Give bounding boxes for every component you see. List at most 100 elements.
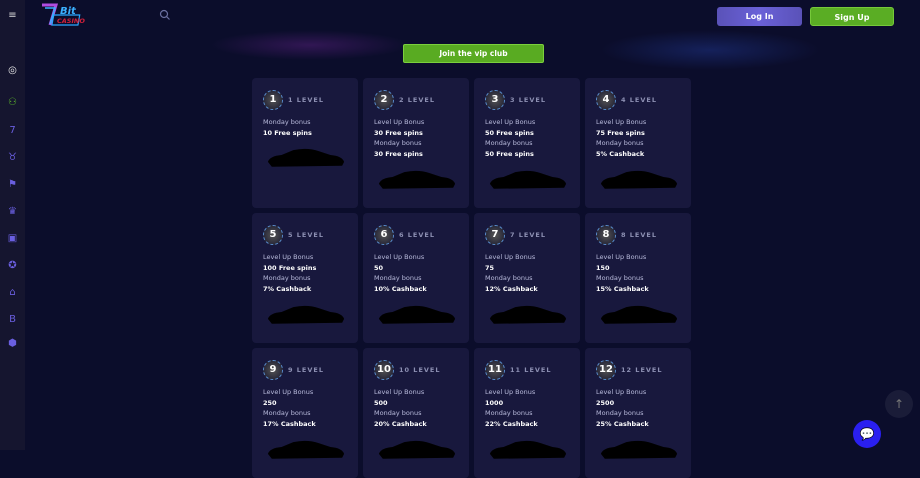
chat-icon: 💬 bbox=[859, 427, 875, 441]
bonus-label: Monday bonus bbox=[374, 274, 422, 282]
user-plus-icon[interactable]: ⚇ bbox=[8, 97, 17, 108]
level-number: 5 bbox=[263, 225, 283, 245]
glow-decoration bbox=[600, 30, 820, 70]
shield-icon[interactable]: ⬢ bbox=[8, 338, 17, 349]
bonus-label: Monday bonus bbox=[596, 139, 644, 147]
user-circle-icon[interactable]: ◎ bbox=[8, 65, 17, 76]
menu-icon[interactable]: ≡ bbox=[8, 10, 17, 21]
bonus-value: 1000 bbox=[485, 398, 504, 407]
level-number: 4 bbox=[596, 90, 616, 110]
login-button[interactable]: Log In bbox=[717, 7, 802, 26]
level-number: 7 bbox=[485, 225, 505, 245]
bonus-value: 75 bbox=[485, 263, 495, 272]
bonus-value: 250 bbox=[263, 398, 277, 407]
bonus-value: 100 Free spins bbox=[263, 263, 317, 272]
vip-level-card: 12 12 LEVEL Level Up Bonus 2500 Monday bonus… bbox=[585, 348, 691, 478]
crown-icon[interactable]: ♛ bbox=[8, 206, 17, 217]
bonus-label: Level Up Bonus bbox=[485, 118, 536, 126]
bonus-label: Level Up Bonus bbox=[596, 253, 647, 261]
cup-icon[interactable]: ♉ bbox=[8, 152, 17, 163]
glow-decoration bbox=[210, 30, 410, 60]
level-title: 5 LEVEL bbox=[288, 231, 324, 239]
logo[interactable]: Bit CASINO bbox=[40, 2, 85, 30]
vip-level-card: 6 6 LEVEL Level Up Bonus 50 Monday bonus 10% … bbox=[363, 213, 469, 343]
robot-icon[interactable]: ▣ bbox=[7, 233, 18, 244]
level-badge: 1 1 LEVEL bbox=[263, 90, 347, 110]
level-number: 1 bbox=[263, 90, 283, 110]
level-title: 2 LEVEL bbox=[399, 96, 435, 104]
level-title: 10 LEVEL bbox=[399, 366, 441, 374]
level-title: 9 LEVEL bbox=[288, 366, 324, 374]
bitcoin-icon[interactable]: B bbox=[9, 314, 16, 325]
house-icon[interactable]: ⌂ bbox=[9, 287, 16, 298]
level-badge: 9 9 LEVEL bbox=[263, 360, 347, 380]
car-silhouette-icon bbox=[489, 305, 567, 324]
bonus-value: 17% Cashback bbox=[263, 419, 316, 428]
level-badge: 5 5 LEVEL bbox=[263, 225, 347, 245]
level-number: 9 bbox=[263, 360, 283, 380]
level-badge: 11 11 LEVEL bbox=[485, 360, 569, 380]
join-vip-button[interactable]: Join the vip club bbox=[403, 44, 544, 63]
level-title: 4 LEVEL bbox=[621, 96, 657, 104]
level-badge: 2 2 LEVEL bbox=[374, 90, 458, 110]
level-title: 7 LEVEL bbox=[510, 231, 546, 239]
vip-level-card: 3 3 LEVEL Level Up Bonus 50 Free spins Monda… bbox=[474, 78, 580, 208]
car-silhouette-icon bbox=[600, 305, 678, 324]
bonus-label: Monday bonus bbox=[485, 409, 533, 417]
bonus-label: Level Up Bonus bbox=[263, 253, 314, 261]
scroll-to-top-button[interactable]: ↑ bbox=[885, 390, 913, 418]
search-icon[interactable] bbox=[159, 9, 171, 21]
level-number: 3 bbox=[485, 90, 505, 110]
vip-level-card: 11 11 LEVEL Level Up Bonus 1000 Monday bonus… bbox=[474, 348, 580, 478]
seven-icon[interactable]: 7 bbox=[9, 125, 16, 136]
bonus-label: Monday bonus bbox=[485, 274, 533, 282]
bonus-value: 15% Cashback bbox=[596, 284, 649, 293]
flag-icon[interactable]: ⚑ bbox=[8, 179, 17, 190]
level-title: 8 LEVEL bbox=[621, 231, 657, 239]
level-number: 2 bbox=[374, 90, 394, 110]
level-badge: 8 8 LEVEL bbox=[596, 225, 680, 245]
bonus-label: Monday bonus bbox=[263, 118, 311, 126]
level-badge: 3 3 LEVEL bbox=[485, 90, 569, 110]
car-silhouette-icon bbox=[378, 305, 456, 324]
car-silhouette-icon bbox=[267, 148, 345, 167]
car-silhouette-icon bbox=[489, 170, 567, 189]
bonus-label: Level Up Bonus bbox=[374, 388, 425, 396]
bonus-value: 5% Cashback bbox=[596, 149, 645, 158]
bonus-value: 22% Cashback bbox=[485, 419, 538, 428]
level-title: 6 LEVEL bbox=[399, 231, 435, 239]
bonus-label: Level Up Bonus bbox=[596, 118, 647, 126]
level-title: 3 LEVEL bbox=[510, 96, 546, 104]
bonus-label: Monday bonus bbox=[485, 139, 533, 147]
level-badge: 6 6 LEVEL bbox=[374, 225, 458, 245]
lifebuoy-icon[interactable]: ✪ bbox=[8, 260, 17, 271]
bonus-value: 30 Free spins bbox=[374, 128, 423, 137]
bonus-value: 50 Free spins bbox=[485, 128, 534, 137]
vip-level-card: 8 8 LEVEL Level Up Bonus 150 Monday bonus 15%… bbox=[585, 213, 691, 343]
bonus-label: Level Up Bonus bbox=[374, 118, 425, 126]
vip-level-card: 1 1 LEVEL Monday bonus 10 Free spins bbox=[252, 78, 358, 208]
bonus-label: Level Up Bonus bbox=[374, 253, 425, 261]
signup-button[interactable]: Sign Up bbox=[810, 7, 894, 26]
bonus-label: Monday bonus bbox=[374, 139, 422, 147]
arrow-up-icon: ↑ bbox=[893, 397, 905, 411]
level-title: 11 LEVEL bbox=[510, 366, 552, 374]
level-badge: 12 12 LEVEL bbox=[596, 360, 680, 380]
bonus-value: 50 Free spins bbox=[485, 149, 534, 158]
bonus-value: 25% Cashback bbox=[596, 419, 649, 428]
level-number: 11 bbox=[485, 360, 505, 380]
bonus-value: 50 bbox=[374, 263, 384, 272]
level-number: 12 bbox=[596, 360, 616, 380]
bonus-label: Level Up Bonus bbox=[485, 388, 536, 396]
bonus-value: 2500 bbox=[596, 398, 615, 407]
level-badge: 7 7 LEVEL bbox=[485, 225, 569, 245]
bonus-value: 500 bbox=[374, 398, 388, 407]
sidebar: ≡ ◎ ⚇ 7 ♉ ⚑ ♛ ▣ ✪ ⌂ B ⬢ bbox=[0, 0, 25, 450]
chat-button[interactable]: 💬 bbox=[853, 420, 881, 448]
svg-text:CASINO: CASINO bbox=[57, 17, 85, 25]
car-silhouette-icon bbox=[267, 440, 345, 459]
bonus-label: Monday bonus bbox=[596, 274, 644, 282]
bonus-value: 10 Free spins bbox=[263, 128, 312, 137]
bonus-value: 30 Free spins bbox=[374, 149, 423, 158]
